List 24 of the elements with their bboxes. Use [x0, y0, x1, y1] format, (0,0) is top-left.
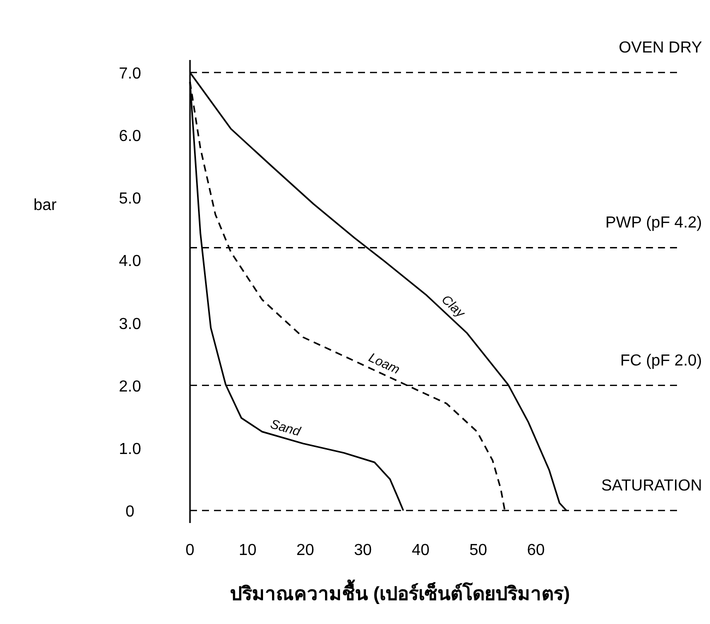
- text: Loam: [366, 350, 402, 378]
- y-tick-label: 6.0: [118, 128, 142, 146]
- x-axis-title: ปริมาณความชื้น (เปอร์เซ็นต์โดยปริมาตร): [230, 579, 570, 605]
- x-tick-label: 40: [412, 542, 430, 559]
- ref-line-label: OVEN DRY: [618, 40, 702, 57]
- x-tick-label: 10: [238, 542, 257, 559]
- x-tick-label: 60: [526, 542, 545, 559]
- y-tick-label: 4.0: [118, 253, 142, 270]
- y-tick-label: 7.0: [118, 66, 142, 83]
- y-tick-label: 3.0: [118, 316, 142, 333]
- y-tick-label: 2.0: [118, 378, 142, 396]
- y-tick-label: 1.0: [118, 440, 142, 458]
- ref-line-label: SATURATION: [601, 477, 702, 494]
- ref-line-label: FC (pF 2.0): [620, 352, 702, 370]
- y-axis-title: bar: [33, 197, 58, 214]
- x-tick-label: 50: [469, 542, 488, 559]
- y-tick-label: 5.0: [118, 190, 142, 208]
- ref-line-label: PWP (pF 4.2): [605, 214, 702, 232]
- y-tick-label: 0: [126, 503, 135, 520]
- x-tick-label: 30: [354, 542, 372, 559]
- text: Clay: [438, 292, 470, 322]
- x-tick-label: 20: [296, 542, 314, 559]
- text: Sand: [268, 416, 303, 440]
- x-tick-label: 0: [186, 542, 195, 559]
